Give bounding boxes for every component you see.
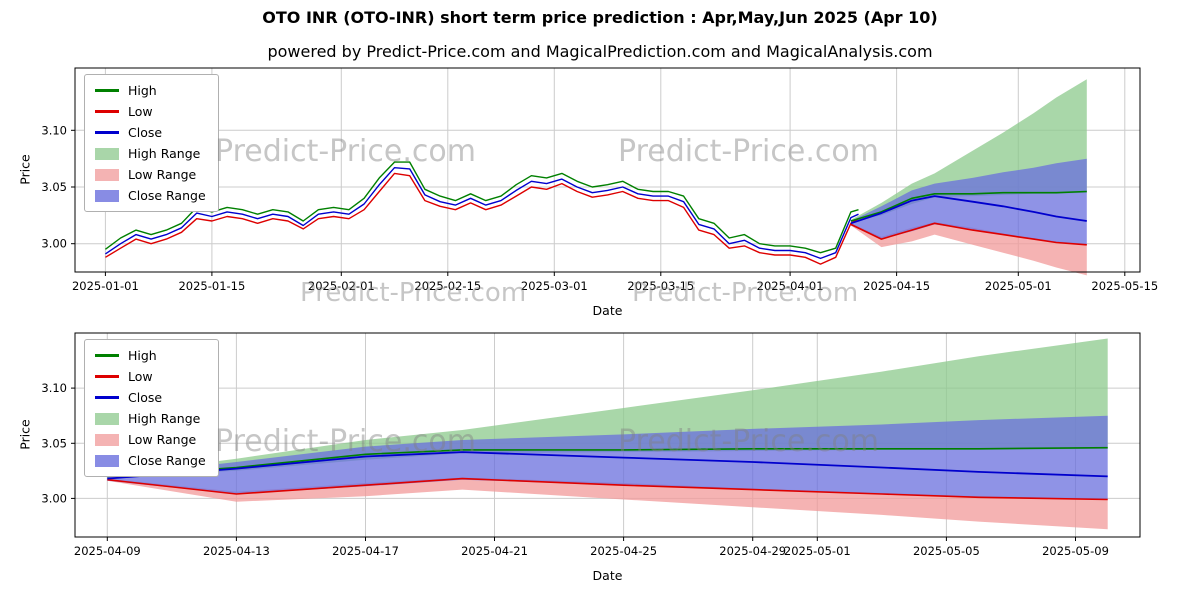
legend-label: Low Range <box>128 167 197 182</box>
svg-text:3.10: 3.10 <box>41 381 67 395</box>
svg-text:2025-04-09: 2025-04-09 <box>74 544 141 558</box>
svg-text:2025-05-01: 2025-05-01 <box>985 279 1052 293</box>
plot-svg: 2025-04-09 2025-04-13 2025-04-17 2025-04-21… <box>41 332 1141 558</box>
legend-line-swatch <box>95 110 119 113</box>
svg-text:3.00: 3.00 <box>41 237 67 251</box>
legend-item-high: High <box>95 82 206 99</box>
legend-item-high-range: High Range <box>95 145 206 162</box>
legend-item-close-range: Close Range <box>95 187 206 204</box>
legend-line-swatch <box>95 375 119 378</box>
legend-patch-swatch <box>95 433 119 446</box>
legend-label: High <box>128 348 157 363</box>
chart-subtitle: powered by Predict-Price.com and Magical… <box>267 42 933 61</box>
legend: High Low Close High Range Low Range Close Ran… <box>84 339 219 477</box>
top-xaxis-label: Date <box>592 303 623 318</box>
svg-text:2025-04-21: 2025-04-21 <box>461 544 528 558</box>
svg-text:2025-04-25: 2025-04-25 <box>590 544 657 558</box>
legend-label: Low Range <box>128 432 197 447</box>
svg-text:2025-03-01: 2025-03-01 <box>521 279 588 293</box>
svg-text:2025-02-15: 2025-02-15 <box>414 279 481 293</box>
svg-text:2025-04-29: 2025-04-29 <box>719 544 786 558</box>
legend-patch-swatch <box>95 454 119 467</box>
legend-patch-swatch <box>95 147 119 160</box>
legend-line-swatch <box>95 131 119 134</box>
legend-item-low-range: Low Range <box>95 431 206 448</box>
legend: High Low Close High Range Low Range Close Ran… <box>84 74 219 212</box>
bottom-yaxis-label: Price <box>17 419 33 450</box>
svg-text:2025-04-13: 2025-04-13 <box>203 544 270 558</box>
svg-text:2025-05-15: 2025-05-15 <box>1091 279 1158 293</box>
top-chart: 2025-01-01 2025-01-15 2025-02-01 2025-02-15… <box>0 64 1200 304</box>
svg-text:2025-02-01: 2025-02-01 <box>308 279 375 293</box>
bottom-xaxis-label: Date <box>592 568 623 583</box>
bottom-chart: 2025-04-09 2025-04-13 2025-04-17 2025-04-21… <box>0 329 1200 569</box>
svg-text:3.05: 3.05 <box>41 180 67 194</box>
svg-text:2025-05-01: 2025-05-01 <box>784 544 851 558</box>
svg-text:2025-03-15: 2025-03-15 <box>627 279 694 293</box>
legend-item-low: Low <box>95 103 206 120</box>
legend-item-high-range: High Range <box>95 410 206 427</box>
svg-text:2025-04-17: 2025-04-17 <box>332 544 399 558</box>
svg-text:2025-01-15: 2025-01-15 <box>178 279 245 293</box>
legend-label: Close Range <box>128 453 206 468</box>
legend-patch-swatch <box>95 412 119 425</box>
svg-text:3.10: 3.10 <box>41 123 67 137</box>
legend-patch-swatch <box>95 189 119 202</box>
legend-label: High <box>128 83 157 98</box>
svg-text:2025-04-01: 2025-04-01 <box>757 279 824 293</box>
legend-item-low-range: Low Range <box>95 166 206 183</box>
legend-label: Close <box>128 390 163 405</box>
svg-text:3.00: 3.00 <box>41 491 67 505</box>
legend-label: Low <box>128 104 153 119</box>
svg-text:2025-04-15: 2025-04-15 <box>863 279 930 293</box>
legend-label: High Range <box>128 146 201 161</box>
svg-text:2025-05-05: 2025-05-05 <box>913 544 980 558</box>
legend-item-high: High <box>95 347 206 364</box>
legend-line-swatch <box>95 89 119 92</box>
top-yaxis-label: Price <box>17 154 33 185</box>
legend-item-close: Close <box>95 124 206 141</box>
legend-line-swatch <box>95 396 119 399</box>
legend-line-swatch <box>95 354 119 357</box>
legend-label: High Range <box>128 411 201 426</box>
svg-text:2025-05-09: 2025-05-09 <box>1042 544 1109 558</box>
legend-item-close: Close <box>95 389 206 406</box>
legend-item-low: Low <box>95 368 206 385</box>
legend-patch-swatch <box>95 168 119 181</box>
plot-svg: 2025-01-01 2025-01-15 2025-02-01 2025-02-15… <box>41 67 1158 293</box>
legend-label: Close <box>128 125 163 140</box>
legend-item-close-range: Close Range <box>95 452 206 469</box>
svg-text:3.05: 3.05 <box>41 436 67 450</box>
legend-label: Close Range <box>128 188 206 203</box>
svg-text:2025-01-01: 2025-01-01 <box>72 279 139 293</box>
chart-title: OTO INR (OTO-INR) short term price predi… <box>262 8 938 27</box>
legend-label: Low <box>128 369 153 384</box>
